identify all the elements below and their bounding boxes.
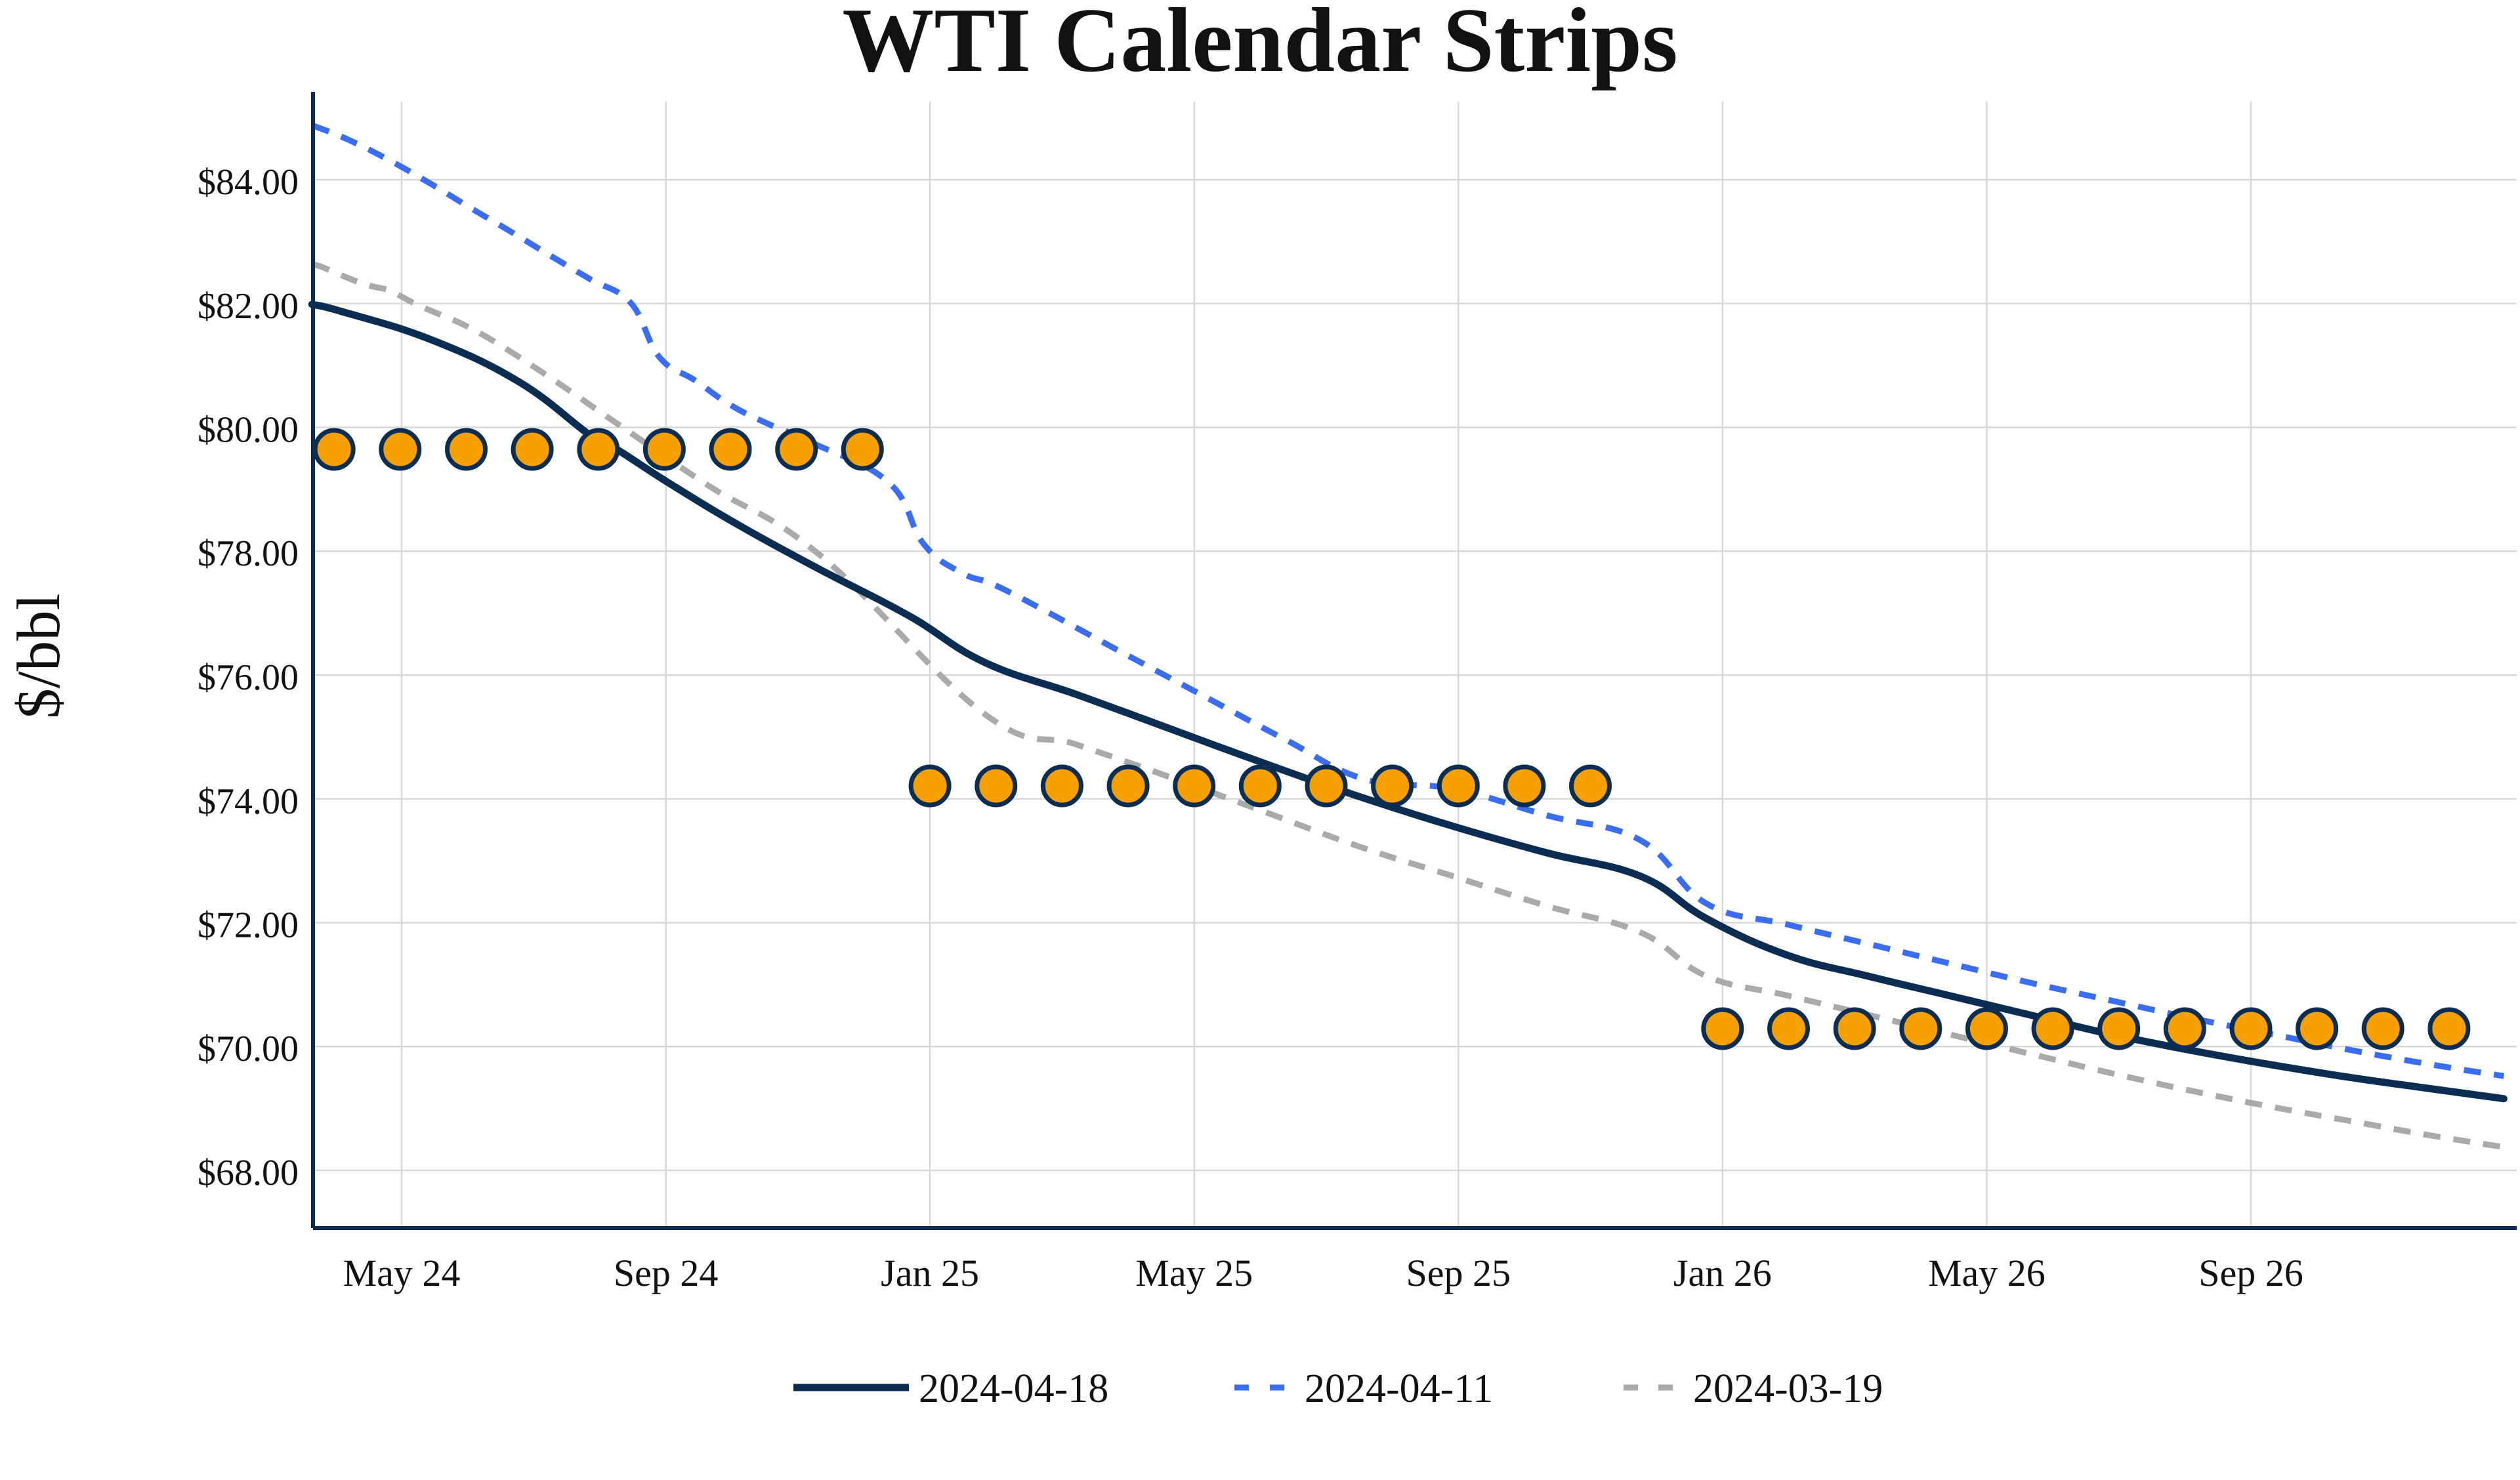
svg-text:$82.00: $82.00 — [198, 286, 299, 327]
svg-text:Jan 26: Jan 26 — [1673, 1252, 1772, 1294]
svg-text:2024-04-11: 2024-04-11 — [1305, 1367, 1493, 1411]
svg-text:$74.00: $74.00 — [198, 781, 299, 822]
svg-text:$80.00: $80.00 — [198, 410, 299, 451]
svg-text:Sep 24: Sep 24 — [614, 1252, 719, 1294]
svg-text:$78.00: $78.00 — [198, 533, 299, 574]
svg-text:2024-03-19: 2024-03-19 — [1693, 1367, 1883, 1411]
svg-text:WTI Calendar Strips: WTI Calendar Strips — [842, 0, 1677, 91]
svg-text:$72.00: $72.00 — [198, 905, 299, 946]
svg-text:May 25: May 25 — [1135, 1252, 1253, 1294]
svg-text:$76.00: $76.00 — [198, 657, 299, 698]
svg-text:2024-04-18: 2024-04-18 — [919, 1367, 1108, 1411]
svg-text:$/bbl: $/bbl — [5, 593, 73, 718]
svg-text:Sep 25: Sep 25 — [1406, 1252, 1511, 1294]
svg-text:$84.00: $84.00 — [198, 162, 299, 203]
svg-text:May 24: May 24 — [343, 1252, 461, 1294]
svg-text:Jan 25: Jan 25 — [881, 1252, 979, 1294]
svg-text:$70.00: $70.00 — [198, 1029, 299, 1069]
svg-text:May 26: May 26 — [1928, 1252, 2046, 1294]
svg-text:Sep 26: Sep 26 — [2198, 1252, 2303, 1294]
svg-text:$68.00: $68.00 — [198, 1153, 299, 1193]
